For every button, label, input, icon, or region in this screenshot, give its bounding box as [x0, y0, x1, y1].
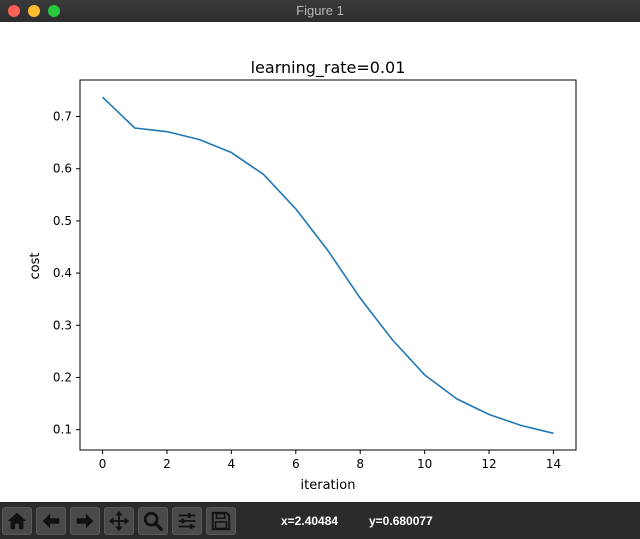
y-axis-label: cost: [28, 253, 43, 280]
x-tick-label: 2: [163, 457, 171, 471]
cursor-y-readout: y=0.680077: [369, 514, 433, 528]
series-line: [103, 97, 554, 433]
save-floppy-icon: [210, 510, 232, 532]
figure-canvas[interactable]: learning_rate=0.01 iteration cost 0 2 4 6 8 1…: [0, 22, 640, 502]
forward-arrow-icon: [74, 510, 96, 532]
x-tick-label: 0: [99, 457, 107, 471]
subplots-button[interactable]: [172, 507, 202, 535]
x-axis-label: iteration: [301, 478, 356, 493]
forward-button[interactable]: [70, 507, 100, 535]
window-titlebar: Figure 1: [0, 0, 640, 23]
pan-button[interactable]: [104, 507, 134, 535]
chart-title: learning_rate=0.01: [251, 58, 406, 78]
matplotlib-toolbar: x=2.40484 y=0.680077: [0, 502, 640, 539]
x-tick-label: 14: [546, 457, 561, 471]
x-tick-label: 12: [481, 457, 496, 471]
plot-frame: [80, 80, 576, 450]
x-tick-label: 8: [356, 457, 364, 471]
x-tick-label: 6: [292, 457, 300, 471]
y-tick-label: 0.4: [53, 266, 72, 280]
y-tick-label: 0.1: [53, 423, 72, 437]
x-tick-label: 4: [228, 457, 236, 471]
x-tick-label: 10: [417, 457, 432, 471]
y-tick-label: 0.3: [53, 318, 72, 332]
cursor-x-readout: x=2.40484: [281, 514, 338, 528]
home-icon: [6, 510, 28, 532]
save-button[interactable]: [206, 507, 236, 535]
home-button[interactable]: [2, 507, 32, 535]
window-title: Figure 1: [0, 3, 640, 18]
back-button[interactable]: [36, 507, 66, 535]
line-chart: learning_rate=0.01 iteration cost 0 2 4 6 8 1…: [0, 22, 640, 502]
axis-ticks: 0 2 4 6 8 10 12 14 0.1 0.2 0.3 0.4 0.5 0.6 0.7: [53, 110, 561, 471]
zoom-button[interactable]: [138, 507, 168, 535]
subplots-sliders-icon: [176, 510, 198, 532]
back-arrow-icon: [40, 510, 62, 532]
y-tick-label: 0.5: [53, 214, 72, 228]
y-tick-label: 0.6: [53, 162, 72, 176]
y-tick-label: 0.2: [53, 370, 72, 384]
y-tick-label: 0.7: [53, 110, 72, 124]
pan-move-icon: [108, 510, 130, 532]
series-points: [103, 97, 554, 433]
zoom-magnifier-icon: [142, 510, 164, 532]
